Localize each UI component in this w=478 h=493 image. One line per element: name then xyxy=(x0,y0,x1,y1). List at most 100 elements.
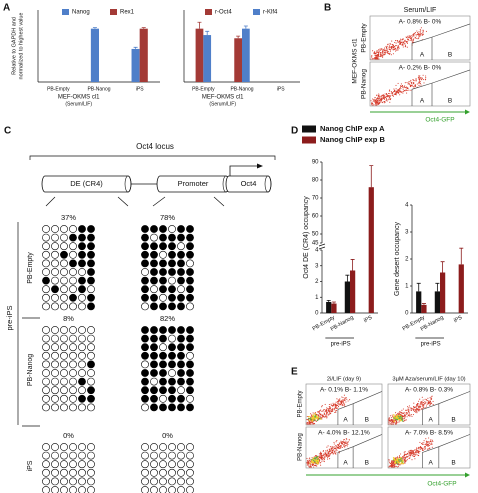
cpg-site xyxy=(159,369,167,377)
cpg-site xyxy=(186,293,194,302)
flow-event xyxy=(337,444,339,446)
cpg-site xyxy=(159,293,167,302)
flow-event xyxy=(431,446,433,448)
flow-event xyxy=(372,98,374,100)
flow-event xyxy=(388,90,390,92)
error-bar xyxy=(243,25,248,29)
error-bar xyxy=(326,300,331,302)
flow-event xyxy=(425,77,427,79)
flow-event xyxy=(316,419,319,422)
cpg-site xyxy=(51,268,59,276)
flow-event xyxy=(326,449,328,451)
cpg-site xyxy=(87,326,95,334)
flow-event xyxy=(422,33,424,35)
flow-event xyxy=(409,37,411,39)
flow-event xyxy=(403,418,405,420)
flow-event xyxy=(425,440,427,442)
flow-event xyxy=(325,455,327,457)
legend-label: Rex1 xyxy=(120,10,135,16)
cpg-site xyxy=(168,302,176,311)
flow-event xyxy=(408,412,410,414)
cpg-site xyxy=(159,477,167,486)
flow-event xyxy=(408,89,410,91)
cpg-site xyxy=(42,468,50,477)
flow-event xyxy=(311,415,313,417)
flow-event xyxy=(337,406,340,408)
flow-event xyxy=(408,83,410,85)
cpg-site xyxy=(177,394,185,403)
cpg-site xyxy=(141,259,149,268)
flow-event xyxy=(395,91,397,93)
flow-event xyxy=(405,45,407,47)
flow-event xyxy=(405,88,407,90)
flow-event xyxy=(421,79,423,81)
group-label: MEF-OKMS cl1 xyxy=(352,38,359,84)
cpg-site xyxy=(42,451,50,460)
cpg-site xyxy=(87,242,95,251)
flow-event xyxy=(318,457,321,459)
flow-event xyxy=(411,450,413,452)
cpg-site xyxy=(51,477,59,486)
flow-event xyxy=(413,410,415,412)
flow-event xyxy=(321,418,323,420)
flow-event xyxy=(348,439,350,441)
cpg-site xyxy=(87,477,95,486)
row-label: iPS xyxy=(27,460,34,471)
gate-label: B xyxy=(448,52,452,59)
flow-event xyxy=(346,441,348,443)
flow-event xyxy=(329,448,331,450)
panel-label: A xyxy=(3,3,10,14)
flow-event xyxy=(313,464,315,467)
cpg-site xyxy=(78,326,86,334)
flow-event xyxy=(401,456,403,459)
flow-event xyxy=(324,413,326,415)
flow-event xyxy=(427,401,429,404)
flow-event xyxy=(417,408,419,411)
flow-event xyxy=(341,443,343,445)
cpg-site xyxy=(141,250,149,259)
cpg-site xyxy=(177,403,185,412)
flow-event xyxy=(371,55,373,57)
flow-event xyxy=(390,54,392,56)
flow-event xyxy=(371,103,373,105)
row-label: PB-Nanog xyxy=(361,69,368,99)
flow-event xyxy=(336,449,338,451)
flow-event xyxy=(401,409,403,411)
flow-event xyxy=(344,443,346,445)
flow-event xyxy=(316,455,319,458)
flow-event xyxy=(394,90,396,92)
flow-event xyxy=(414,410,416,413)
flow-event xyxy=(389,415,391,417)
cpg-site xyxy=(177,360,185,369)
flow-event xyxy=(398,88,401,90)
flow-event xyxy=(316,459,319,462)
flow-event xyxy=(388,418,390,420)
flow-event xyxy=(378,53,380,55)
flow-event xyxy=(425,75,427,77)
flow-event xyxy=(428,402,430,404)
cpg-site xyxy=(177,351,185,360)
flow-event xyxy=(416,30,418,32)
flow-event xyxy=(395,419,397,422)
cpg-site xyxy=(186,443,194,451)
cpg-site xyxy=(87,394,95,403)
flow-event xyxy=(341,396,343,398)
flow-event xyxy=(307,462,309,464)
flow-event xyxy=(395,45,397,47)
cpg-site xyxy=(168,250,176,259)
cpg-site xyxy=(51,334,59,343)
flow-event xyxy=(409,451,411,453)
panel-title: Serum/LIF xyxy=(404,7,437,14)
flow-event xyxy=(414,454,416,456)
flow-event xyxy=(317,457,319,459)
flow-event xyxy=(333,409,335,411)
flow-event xyxy=(399,456,401,458)
gate-label: A xyxy=(428,460,433,467)
flow-event xyxy=(336,447,338,449)
flow-event xyxy=(398,46,400,48)
flow-event xyxy=(399,94,401,96)
flow-event xyxy=(378,48,380,51)
error-bar xyxy=(236,35,241,39)
flow-event xyxy=(418,446,420,448)
flow-event xyxy=(374,57,376,59)
